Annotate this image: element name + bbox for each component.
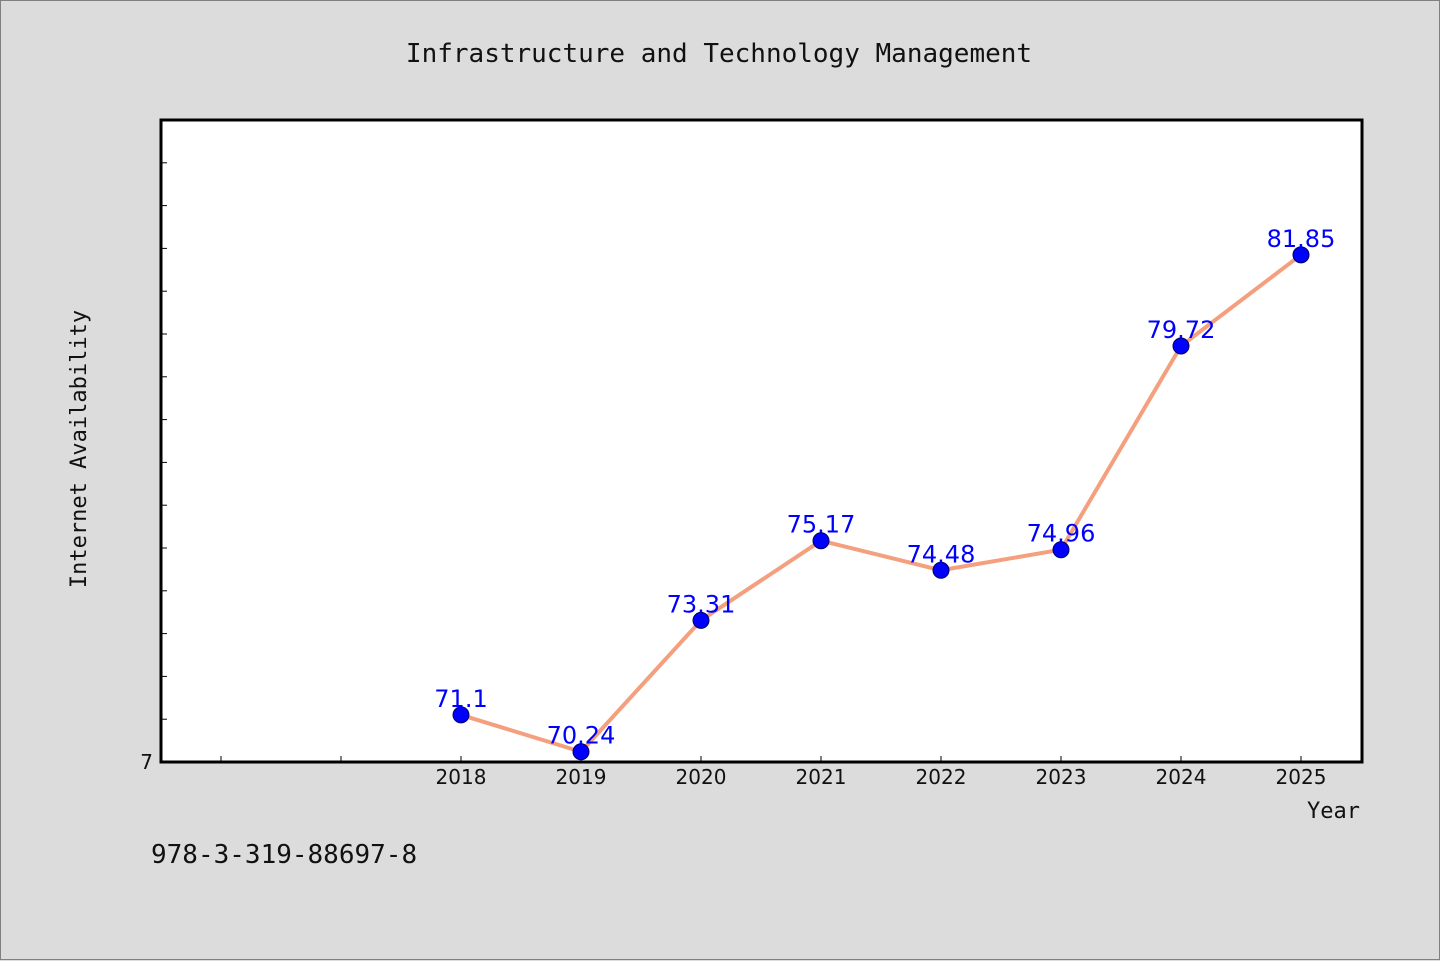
x-axis-label: Year	[1307, 799, 1360, 824]
data-point	[572, 743, 590, 761]
data-point	[692, 611, 710, 629]
data-label: 73.31	[667, 590, 736, 618]
data-label: 70.24	[547, 722, 616, 750]
y-tick-label: 7	[140, 750, 153, 774]
data-label: 74.96	[1027, 520, 1096, 548]
data-label: 71.1	[434, 685, 487, 713]
x-axis-ticks: 2018 2019 2020 2021 2022 2023 2024 2025	[220, 756, 1327, 789]
x-tick-label: 2021	[796, 765, 847, 789]
x-tick-label: 2024	[1156, 765, 1207, 789]
series-line	[460, 253, 1303, 754]
series-line-group	[460, 253, 1303, 754]
x-tick-label: 2019	[556, 765, 607, 789]
data-point	[452, 706, 470, 724]
data-point	[812, 532, 830, 550]
data-label: 79.72	[1147, 316, 1216, 344]
x-tick-label: 2023	[1036, 765, 1087, 789]
data-label: 81.85	[1267, 225, 1336, 253]
data-label: 74.48	[907, 540, 976, 568]
x-tick-label: 2020	[676, 765, 727, 789]
x-tick-label: 2018	[436, 765, 487, 789]
data-label: 75.17	[787, 511, 856, 539]
data-label-group: 71.1 70.24 73.31 75.17 74.48 74.96 79.72 81.85	[434, 225, 1335, 750]
footer-code: 978-3-319-88697-8	[151, 840, 417, 870]
chart-title: Infrastructure and Technology Management	[406, 39, 1032, 69]
data-point	[1052, 541, 1070, 559]
marker-group	[452, 246, 1310, 761]
y-axis-label: Internet Availability	[67, 310, 92, 588]
data-point	[1172, 337, 1190, 355]
data-point	[932, 561, 950, 579]
data-point	[1292, 246, 1310, 264]
x-tick-label: 2025	[1276, 765, 1327, 789]
plot-area	[159, 118, 1364, 764]
x-tick-label: 2022	[916, 765, 967, 789]
y-axis-ticks	[161, 162, 167, 720]
